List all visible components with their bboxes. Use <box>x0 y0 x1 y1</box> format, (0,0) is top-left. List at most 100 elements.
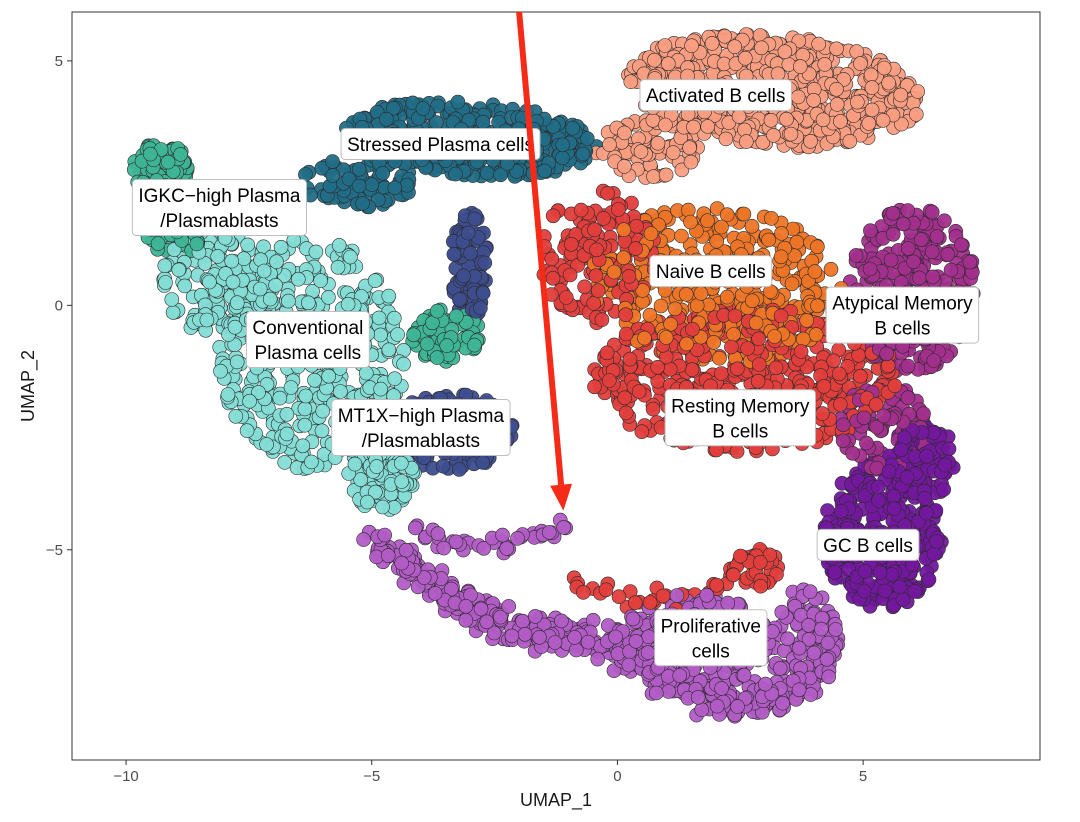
cell-point <box>672 668 688 683</box>
cell-point <box>810 239 825 255</box>
cell-point <box>458 612 474 628</box>
cell-point <box>160 154 176 170</box>
cluster-label: Naive B cells <box>649 255 773 288</box>
cell-point <box>853 56 868 71</box>
cell-point <box>783 126 799 142</box>
cell-point <box>189 236 205 252</box>
cell-point <box>599 345 615 361</box>
cell-point <box>575 146 591 162</box>
cell-point <box>827 565 843 580</box>
cell-point <box>252 281 268 297</box>
cell-point <box>587 379 602 395</box>
cell-point <box>962 254 978 270</box>
cell-point <box>272 390 288 406</box>
cluster-label-text: MT1X−high Plasma <box>338 406 505 427</box>
cell-point <box>657 38 673 53</box>
cell-point <box>926 546 942 562</box>
cell-point <box>436 540 452 556</box>
cell-point <box>731 109 747 124</box>
cell-point <box>150 236 166 251</box>
cell-point <box>808 327 824 342</box>
cell-point <box>558 290 574 305</box>
cell-point <box>547 635 563 650</box>
cell-point <box>637 330 652 346</box>
cell-point <box>573 202 589 218</box>
cell-point <box>239 423 255 439</box>
cell-point <box>643 226 659 241</box>
cell-point <box>726 567 741 583</box>
cell-point <box>908 107 924 122</box>
cell-point <box>893 442 909 458</box>
cell-point <box>515 613 530 629</box>
cell-point <box>351 178 367 194</box>
cell-point <box>532 629 547 645</box>
cell-point <box>885 206 901 221</box>
cell-point <box>242 393 257 409</box>
cell-point <box>686 119 701 135</box>
cell-point <box>907 584 923 599</box>
cell-point <box>817 57 833 72</box>
cluster-label-text: IGKC−high Plasma <box>138 186 301 207</box>
cluster-label: GC B cells <box>816 528 920 561</box>
cell-point <box>622 351 638 367</box>
cell-point <box>358 365 374 381</box>
cell-point <box>816 379 832 394</box>
cell-point <box>803 134 818 149</box>
cell-point <box>738 134 754 149</box>
cell-point <box>823 261 839 277</box>
cell-point <box>829 82 844 97</box>
cell-point <box>642 307 658 323</box>
cell-point <box>845 445 860 461</box>
cell-point <box>937 457 953 473</box>
cell-point <box>554 613 569 629</box>
cell-point <box>406 327 421 343</box>
cell-point <box>736 206 752 222</box>
cell-point <box>761 232 776 248</box>
cell-point <box>899 470 915 485</box>
cell-point <box>568 642 584 658</box>
cell-point <box>430 526 446 542</box>
cell-point <box>821 669 837 685</box>
cell-point <box>877 583 893 599</box>
cell-point <box>658 167 674 183</box>
cell-point <box>895 216 911 232</box>
cluster-label: Stressed Plasma cells <box>340 128 541 160</box>
cell-point <box>495 527 510 543</box>
cell-point <box>900 390 916 406</box>
cell-point <box>407 520 423 536</box>
cell-point <box>448 308 464 324</box>
cell-point <box>829 97 845 112</box>
cell-point <box>451 462 467 477</box>
cell-point <box>940 247 956 262</box>
cell-point <box>767 329 782 344</box>
cell-point <box>684 362 700 377</box>
cell-point <box>164 292 180 307</box>
cell-point <box>598 582 614 598</box>
cell-point <box>640 645 656 660</box>
cell-point <box>393 455 409 471</box>
cell-point <box>627 595 643 611</box>
cell-point <box>589 242 604 258</box>
cell-point <box>563 237 579 252</box>
cell-point <box>628 241 643 256</box>
cell-point <box>555 150 570 166</box>
cell-point <box>450 94 466 110</box>
cell-point <box>885 227 901 242</box>
cell-point <box>590 651 606 667</box>
cell-point <box>819 651 835 667</box>
cluster-label-text: Atypical Memory <box>832 294 973 315</box>
cell-point <box>586 296 602 311</box>
cell-point <box>517 626 533 642</box>
cluster-label-text: /Plasmablasts <box>362 431 480 452</box>
cell-point <box>774 226 789 241</box>
cell-point <box>893 87 909 103</box>
cell-point <box>919 505 934 521</box>
cell-point <box>917 491 933 506</box>
x-tick-label: 5 <box>859 768 867 785</box>
cell-point <box>321 290 336 305</box>
cell-point <box>658 330 674 345</box>
cell-point <box>753 578 769 594</box>
cell-point <box>892 579 908 595</box>
cell-point <box>439 338 455 353</box>
cell-point <box>635 283 650 298</box>
